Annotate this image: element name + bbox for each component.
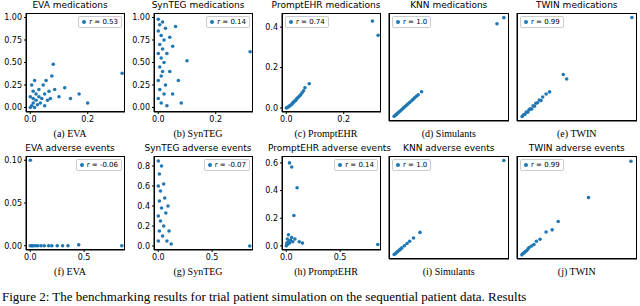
html-text:(i) Simulants: (i) Simulants — [422, 266, 475, 277]
html-text:r = 0.99: r = 0.99 — [531, 161, 560, 169]
html-text:TWIN adverse events: TWIN adverse events — [528, 143, 625, 153]
html-text:r = 0.74: r = 0.74 — [296, 18, 325, 26]
html-text:KNN medications: KNN medications — [410, 0, 488, 10]
svg-text:0.25: 0.25 — [8, 81, 22, 90]
html-text:TWIN medications: TWIN medications — [536, 0, 618, 10]
svg-text:0.8: 0.8 — [137, 162, 150, 171]
html-text:(j) TWIN: (j) TWIN — [557, 266, 596, 277]
svg-text:0.05: 0.05 — [8, 199, 22, 208]
html-text:EVA medications: EVA medications — [32, 0, 108, 10]
html-text:EVA adverse events: EVA adverse events — [25, 143, 115, 153]
html-text:(f) EVA: (f) EVA — [54, 266, 86, 277]
svg-text:0.2: 0.2 — [137, 222, 150, 231]
svg-text:0.0: 0.0 — [152, 253, 165, 262]
svg-text:0.2: 0.2 — [81, 115, 94, 124]
html-text:r = -0.07: r = -0.07 — [214, 161, 246, 169]
svg-text:0.5: 0.5 — [78, 253, 91, 262]
svg-text:0.25: 0.25 — [132, 81, 150, 90]
html-text:SynTEG medications: SynTEG medications — [151, 0, 245, 10]
svg-text:0.0: 0.0 — [265, 242, 278, 251]
svg-text:0.00: 0.00 — [8, 242, 22, 251]
html-text:r = 1.0: r = 1.0 — [403, 18, 428, 26]
svg-text:0.75: 0.75 — [8, 36, 22, 45]
svg-text:0.0: 0.0 — [265, 104, 278, 113]
svg-text:0.0: 0.0 — [24, 115, 37, 124]
svg-text:1.00: 1.00 — [8, 13, 22, 22]
svg-text:0.6: 0.6 — [137, 182, 150, 191]
svg-text:0.2: 0.2 — [209, 115, 222, 124]
svg-text:0.5: 0.5 — [206, 253, 219, 262]
html-text:(a) EVA: (a) EVA — [53, 128, 87, 139]
svg-text:0.50: 0.50 — [132, 58, 150, 67]
html-text:(d) Simulants: (d) Simulants — [421, 128, 476, 139]
svg-text:0.2: 0.2 — [337, 115, 350, 124]
svg-text:0.6: 0.6 — [265, 159, 278, 168]
html-text:r = -0.06: r = -0.06 — [86, 161, 118, 169]
html-text:Figure 2: The benchmarking res: Figure 2: The benchmarking results for t… — [2, 289, 527, 304]
html-text:r = 0.99: r = 0.99 — [531, 18, 560, 26]
svg-text:0.0: 0.0 — [24, 253, 37, 262]
svg-text:0.0: 0.0 — [137, 242, 150, 251]
svg-text:0.0: 0.0 — [152, 115, 165, 124]
svg-text:0.4: 0.4 — [265, 23, 278, 32]
svg-text:0.4: 0.4 — [265, 186, 278, 195]
svg-text:1.00: 1.00 — [132, 13, 150, 22]
html-text:r = 0.14: r = 0.14 — [345, 161, 374, 169]
html-text:r = 1.0: r = 1.0 — [403, 161, 428, 169]
svg-text:0.00: 0.00 — [8, 103, 22, 112]
svg-text:0.4: 0.4 — [137, 202, 150, 211]
html-text:PromptEHR adverse events: PromptEHR adverse events — [268, 143, 392, 153]
svg-text:0.10: 0.10 — [8, 156, 22, 165]
html-text:KNN adverse events: KNN adverse events — [403, 143, 495, 153]
svg-text:0.0: 0.0 — [280, 115, 293, 124]
svg-text:0.50: 0.50 — [8, 58, 22, 67]
html-text:(h) PromptEHR: (h) PromptEHR — [294, 266, 358, 277]
html-text:(g) SynTEG: (g) SynTEG — [173, 266, 223, 277]
svg-text:0.2: 0.2 — [265, 214, 278, 223]
html-text:SynTEG adverse events: SynTEG adverse events — [144, 143, 252, 153]
html-text:(c) PromptEHR: (c) PromptEHR — [294, 128, 358, 139]
html-text:(e) TWIN: (e) TWIN — [557, 128, 597, 139]
html-text:r = 0.14: r = 0.14 — [217, 18, 246, 26]
html-text:PromptEHR medications: PromptEHR medications — [271, 0, 381, 10]
svg-text:0.75: 0.75 — [132, 36, 150, 45]
svg-text:0.5: 0.5 — [334, 253, 347, 262]
svg-text:0.00: 0.00 — [132, 103, 150, 112]
html-text:(b) SynTEG: (b) SynTEG — [173, 128, 223, 139]
svg-text:0.2: 0.2 — [265, 63, 278, 72]
html-text:r = 0.53: r = 0.53 — [89, 18, 118, 26]
svg-text:0.0: 0.0 — [280, 253, 293, 262]
